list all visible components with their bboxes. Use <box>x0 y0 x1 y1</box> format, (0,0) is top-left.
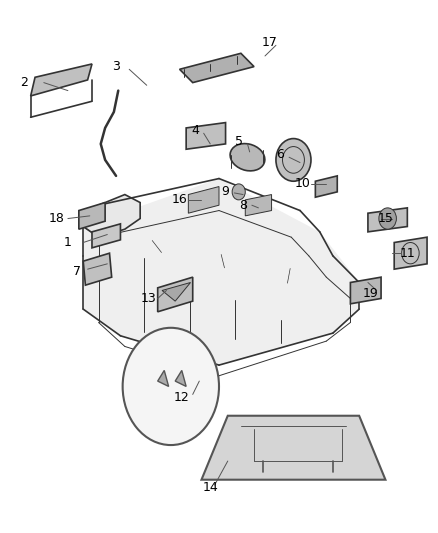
Polygon shape <box>368 208 407 232</box>
Text: 14: 14 <box>202 481 218 494</box>
Text: 13: 13 <box>141 292 157 305</box>
Polygon shape <box>83 179 359 365</box>
Text: 6: 6 <box>276 148 284 161</box>
Text: 9: 9 <box>222 185 230 198</box>
Polygon shape <box>162 282 191 301</box>
Text: 11: 11 <box>399 247 415 260</box>
Circle shape <box>379 208 396 229</box>
Text: 17: 17 <box>261 36 277 49</box>
Ellipse shape <box>230 143 265 171</box>
Polygon shape <box>158 370 169 386</box>
Circle shape <box>276 139 311 181</box>
Text: 10: 10 <box>294 177 310 190</box>
Text: 2: 2 <box>20 76 28 89</box>
Polygon shape <box>201 416 385 480</box>
Polygon shape <box>175 370 186 386</box>
Polygon shape <box>186 123 226 149</box>
Text: 19: 19 <box>362 287 378 300</box>
Text: 7: 7 <box>73 265 81 278</box>
Text: 1: 1 <box>64 236 72 249</box>
Polygon shape <box>245 195 272 216</box>
Text: 5: 5 <box>235 135 243 148</box>
Polygon shape <box>180 53 254 83</box>
Text: 3: 3 <box>112 60 120 73</box>
Polygon shape <box>83 253 112 285</box>
Text: 18: 18 <box>49 212 65 225</box>
Text: 16: 16 <box>172 193 187 206</box>
Polygon shape <box>79 203 105 229</box>
Text: 8: 8 <box>239 199 247 212</box>
Polygon shape <box>92 224 120 248</box>
Text: 15: 15 <box>378 212 393 225</box>
Polygon shape <box>31 64 92 96</box>
Text: 12: 12 <box>174 391 190 403</box>
Polygon shape <box>158 277 193 312</box>
Text: 4: 4 <box>191 124 199 137</box>
Polygon shape <box>188 187 219 213</box>
Polygon shape <box>394 237 427 269</box>
Polygon shape <box>315 176 337 197</box>
Circle shape <box>123 328 219 445</box>
Circle shape <box>232 184 245 200</box>
Polygon shape <box>83 195 140 237</box>
Polygon shape <box>350 277 381 304</box>
